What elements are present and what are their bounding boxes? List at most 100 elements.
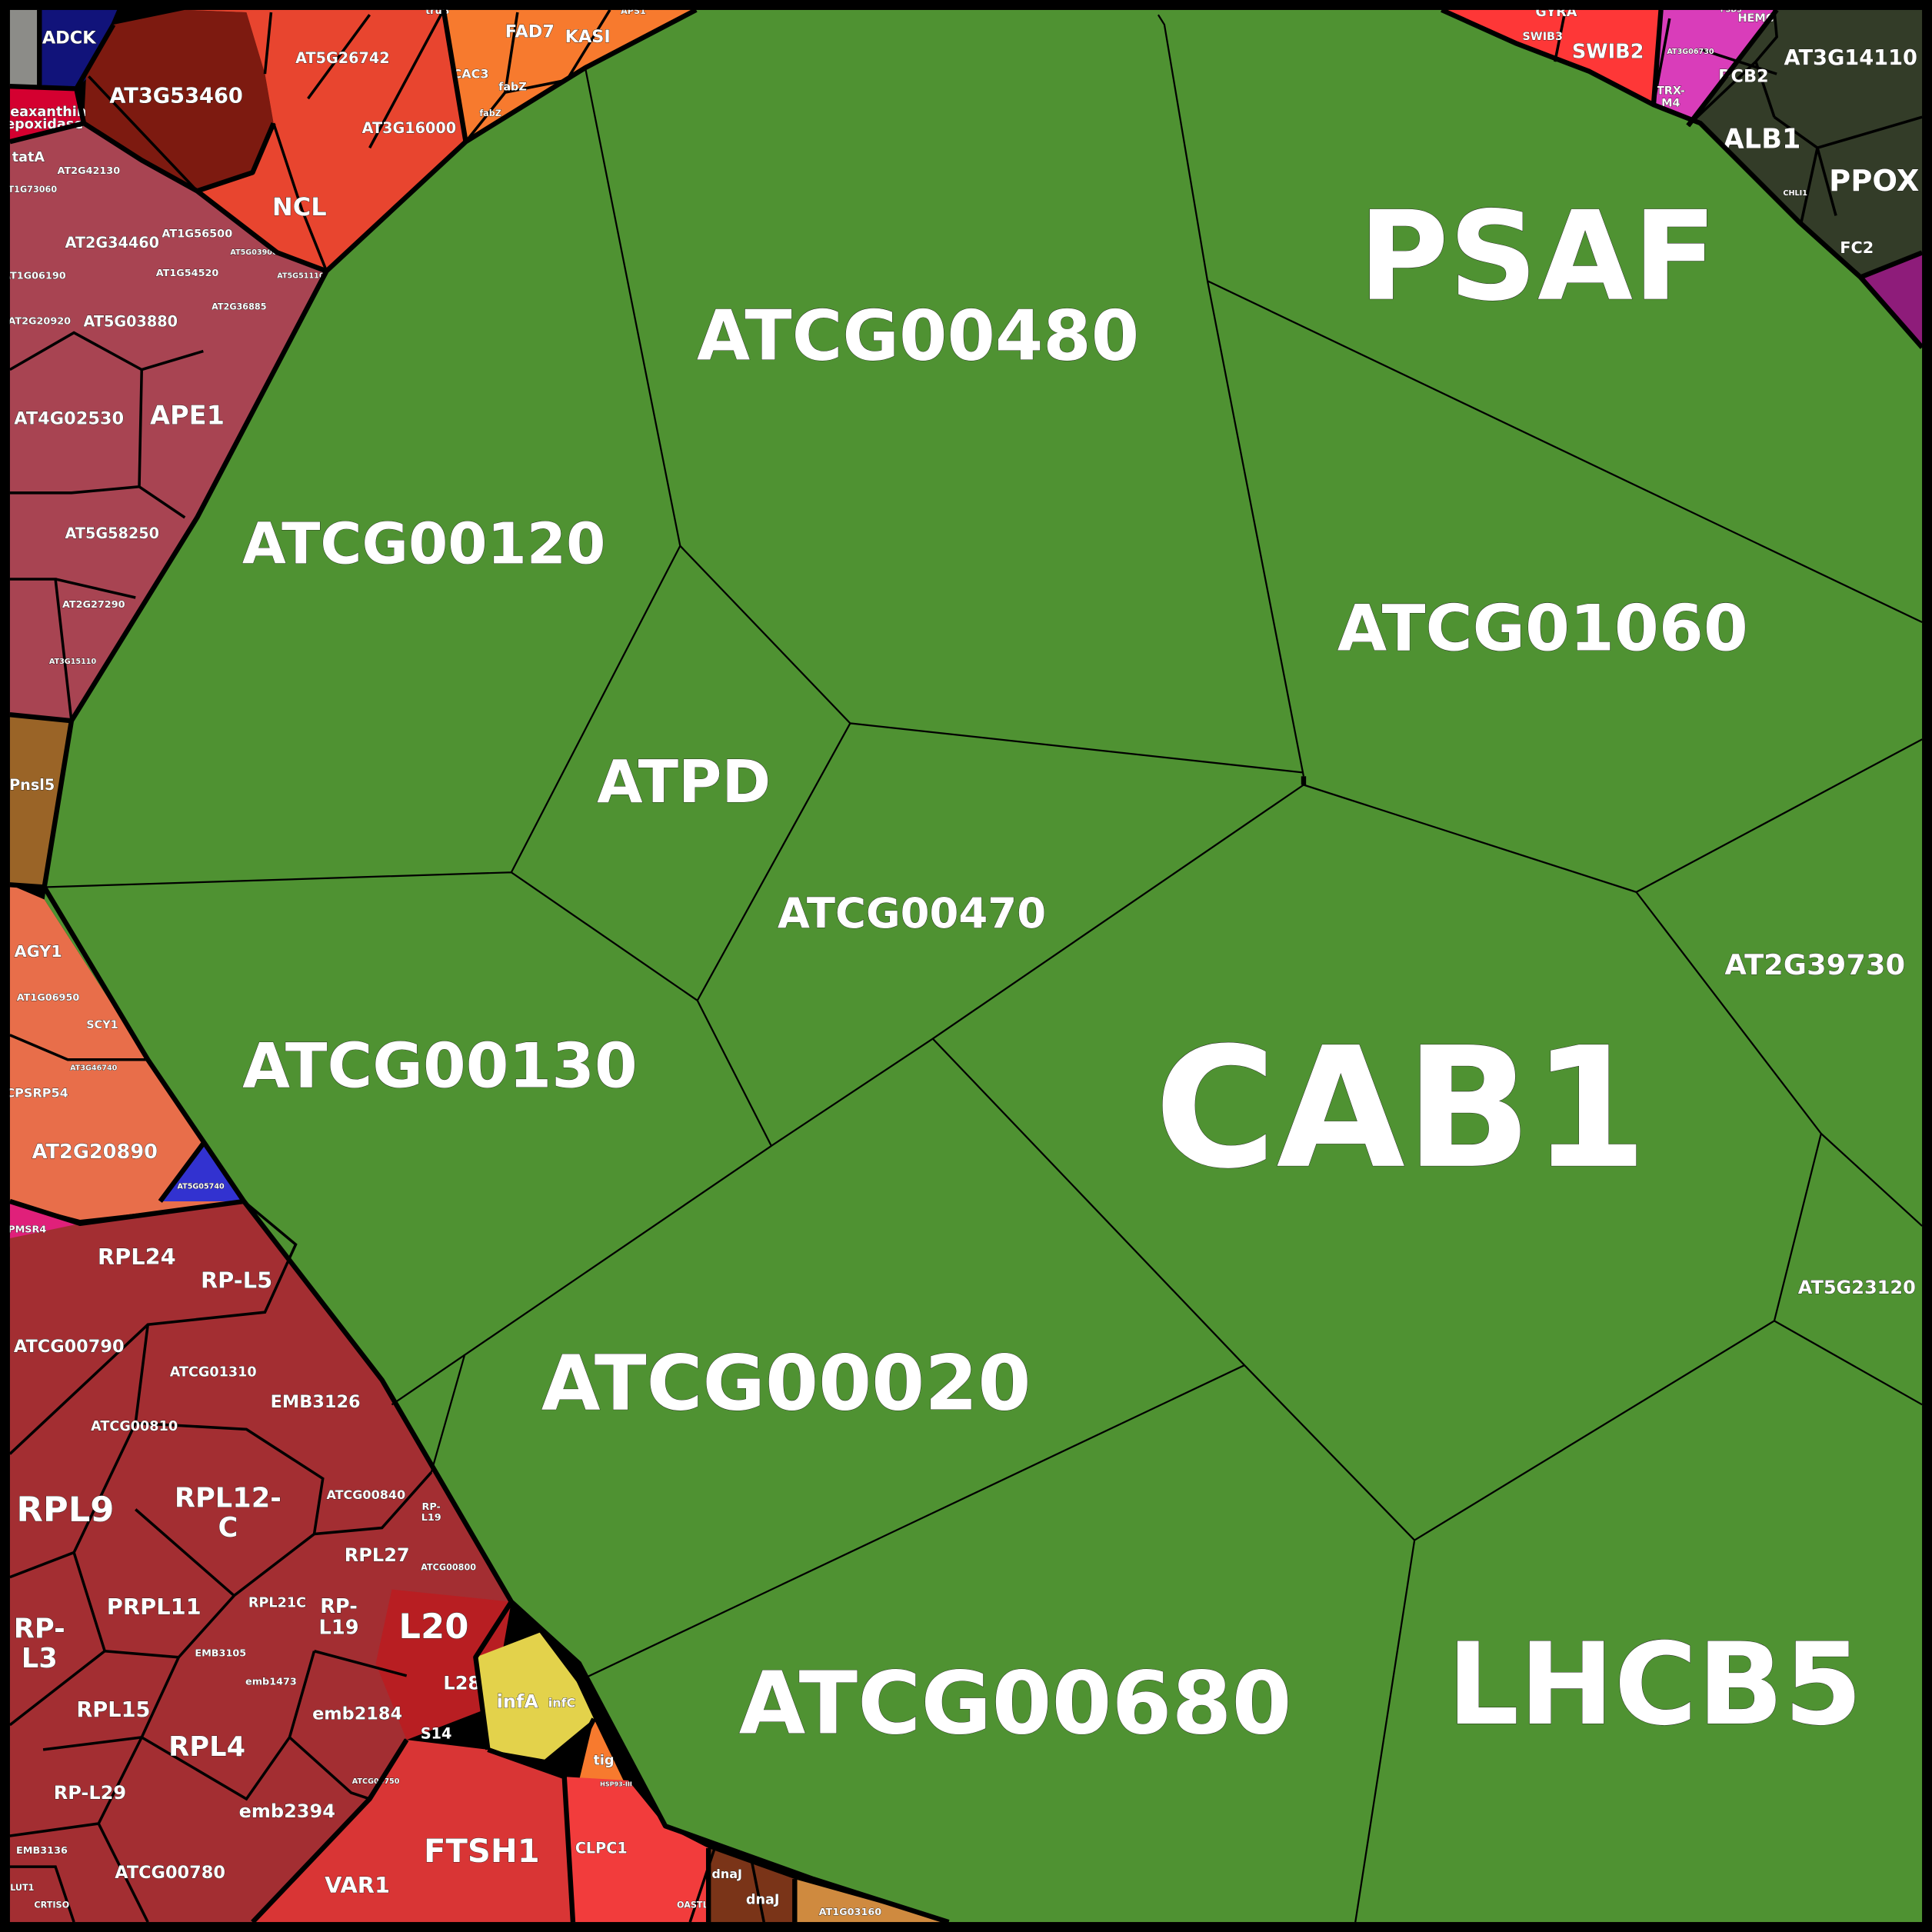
cell-label: TRX- (1657, 85, 1685, 98)
cell-label: L20 (398, 1606, 468, 1647)
cell-borders (8, 8, 1923, 1923)
cell-label: AT2G20920 (8, 316, 71, 328)
cell-label: AT2G36885 (212, 301, 267, 311)
cell-label: AT2G42130 (58, 165, 121, 177)
cell-label: ATCG00750 (352, 1777, 400, 1786)
cell-label: SWIB2 (1572, 40, 1644, 63)
cell-label: RP-L29 (54, 1782, 126, 1804)
cell-label: AT1G54520 (156, 268, 219, 279)
cell-label: dnaJ (746, 1892, 780, 1907)
cell-label: EMB3105 (195, 1647, 246, 1659)
cell-label: infC (548, 1696, 576, 1710)
cell-label: RPL27 (345, 1544, 410, 1566)
cell-label: AT5G05740 (177, 1182, 225, 1191)
cell-label: FAD7 (505, 22, 555, 42)
cell-label: AT3G16000 (362, 119, 457, 137)
cell-label: EMB3136 (16, 1845, 68, 1857)
cell-label: tig (593, 1753, 614, 1768)
cell-label: S14 (421, 1725, 452, 1743)
cell-label: VAR1 (325, 1872, 390, 1898)
cell-label: tatA (12, 150, 45, 165)
cell-label: ATCG00680 (739, 1654, 1292, 1754)
cell-label: CRTISO (34, 1900, 69, 1910)
cell-label: OASTL (677, 1900, 708, 1910)
region-dark-brown (708, 1848, 795, 1923)
cell-label: AT3G14110 (1784, 46, 1918, 70)
cell-label: ATCG00020 (541, 1340, 1031, 1428)
cell-label: SWIB3 (1522, 31, 1563, 43)
cell-label: emb1473 (245, 1676, 297, 1687)
cell-labels: PSAF ATCG00480 ATCG01060 ATCG00120 ATPD … (2, 5, 1919, 1919)
cell-label: AT5G03900 (230, 248, 278, 257)
cell-label: ATCG00840 (326, 1487, 405, 1502)
cell-label: APE1 (150, 400, 225, 430)
cell-label: zeaxanthin (2, 105, 86, 120)
region-tig (578, 1718, 624, 1780)
cell-label: ATCG00780 (115, 1863, 225, 1883)
cell-label: NCL (272, 192, 327, 222)
region-yellow (475, 1632, 595, 1760)
cell-label: AT2G39730 (1724, 948, 1905, 981)
cell-label: AT5G26742 (295, 49, 390, 67)
cell-label: M4 (1661, 98, 1680, 110)
cell-label: RP- (14, 1613, 65, 1644)
cell-label: AT3G06730 (1667, 48, 1714, 56)
region-dark-red (83, 9, 274, 192)
region-purple (1860, 252, 1923, 348)
cell-label: ATCG01060 (1337, 591, 1748, 666)
cell-label: RPL12- (175, 1483, 281, 1514)
cell-label: L28 (443, 1672, 481, 1694)
cell-label: HSP93-III (600, 1780, 632, 1787)
cell-label: RPL4 (168, 1731, 245, 1763)
region-magenta (1653, 9, 1777, 126)
cell-label-cab1: CAB1 (1154, 1012, 1647, 1206)
region-dark-olive (1687, 9, 1923, 278)
cell-label: AT2G34460 (65, 234, 160, 251)
cell-label: dnaJ (711, 1867, 742, 1881)
cell-label: AT1G73060 (2, 185, 58, 195)
cell-label: ALB1 (1723, 124, 1800, 155)
region-navy (39, 9, 118, 89)
cell-label-psaf: PSAF (1358, 185, 1717, 328)
region-salmon (9, 884, 245, 1221)
cell-label: SCY1 (86, 1019, 118, 1031)
cell-label: AT1G06190 (3, 270, 66, 281)
region-mauve (9, 123, 327, 721)
cell-label: RP-L5 (201, 1267, 272, 1294)
cell-label: ATCG00790 (14, 1337, 125, 1357)
cell-label: AT2G27290 (62, 599, 125, 611)
cell-label: CHLI1 (1783, 189, 1807, 198)
cell-label: AT3G53460 (109, 84, 243, 108)
cell-label: CPSRP54 (5, 1086, 68, 1101)
cell-label: RPL21C (248, 1595, 306, 1611)
cell-label: AT4G02530 (14, 409, 124, 429)
region-blue (160, 1143, 245, 1201)
cell-label: RPL24 (98, 1244, 176, 1270)
cell-label: FTSH1 (424, 1832, 540, 1870)
cell-label: Pnsl5 (9, 776, 55, 794)
cell-label: ATCG00810 (91, 1419, 178, 1434)
cell-label: ATCG00470 (778, 888, 1046, 938)
cell-label: PMSR4 (8, 1224, 46, 1235)
cell-label: ATCG01310 (170, 1365, 257, 1381)
cell-label: AT5G58250 (65, 525, 160, 542)
cell-label: AT3G15110 (49, 658, 97, 666)
cell-label: emb2184 (312, 1704, 402, 1724)
region-brown-gold (9, 715, 72, 885)
cell-label-lhcb5: LHCB5 (1447, 1618, 1862, 1750)
cell-label: EMB3126 (271, 1392, 361, 1412)
cell-label: KASI (565, 27, 611, 47)
cell-label: CLPC1 (575, 1840, 628, 1857)
cell-label: RP- (320, 1595, 358, 1618)
cell-label: CAC3 (452, 67, 488, 82)
cell-label: ATCG00480 (697, 296, 1139, 376)
cell-label: fabZ (479, 108, 501, 118)
cell-label: AT5G51110 (277, 271, 325, 280)
region-ftsh (252, 1740, 573, 1923)
cell-label: RP- (422, 1501, 441, 1513)
cell-label: C (218, 1512, 238, 1544)
cell-label: AT2G20890 (32, 1141, 158, 1164)
region-clp (564, 1777, 709, 1923)
cell-label: ATCG00800 (421, 1562, 476, 1572)
region-red-orange (117, 9, 466, 271)
